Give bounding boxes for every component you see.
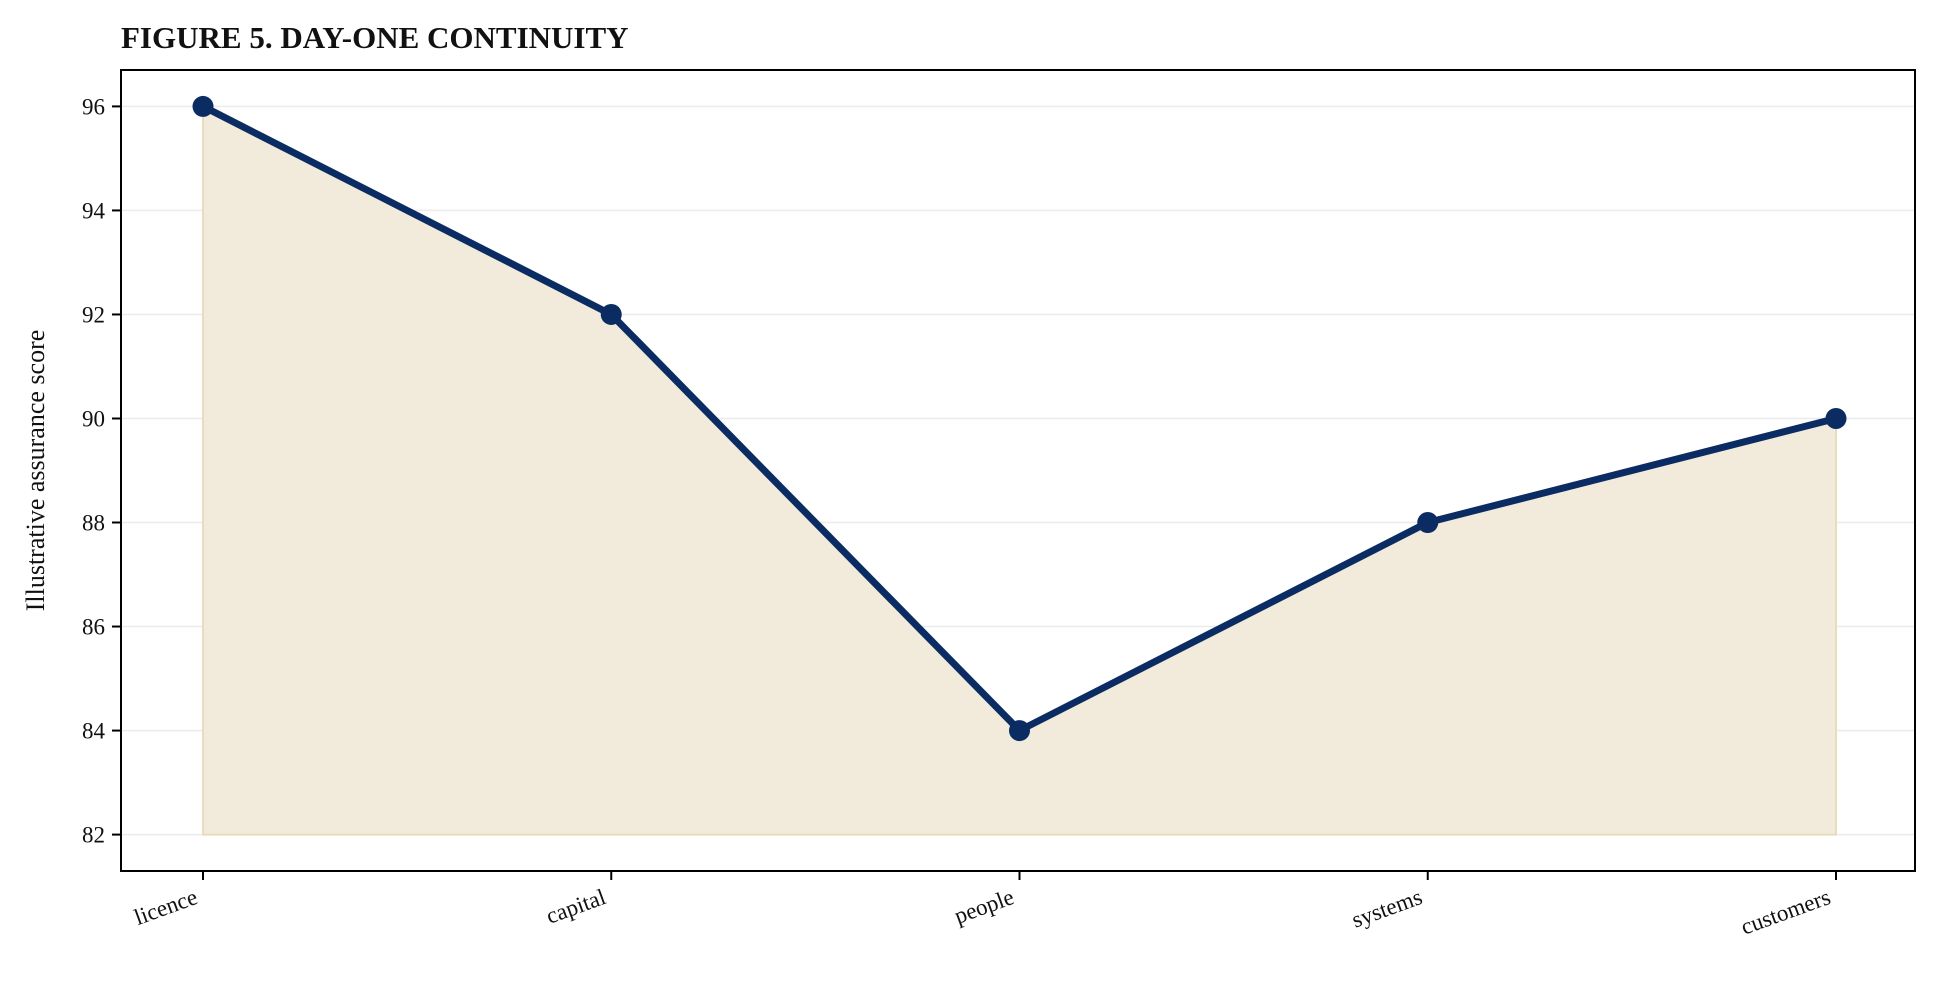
y-tick-label: 82 [82,823,105,848]
x-tick-label-people: people [951,884,1017,928]
data-point-customers [1825,407,1847,429]
data-point-systems [1417,512,1439,534]
y-tick-label: 96 [82,94,105,119]
x-axis: licence capital people systems customers [131,871,1837,940]
y-tick-label: 94 [82,198,106,223]
data-point-people [1009,720,1030,742]
x-tick-label-licence: licence [131,884,201,930]
data-points-group [192,95,1847,742]
x-tick-label-systems: systems [1348,884,1425,932]
y-tick-label: 84 [82,719,106,744]
y-axis-label: Illustrative assurance score [21,330,50,612]
y-tick-label: 86 [82,615,105,640]
chart-title: FIGURE 5. DAY-ONE CONTINUITY [121,20,629,55]
y-axis: 82 84 86 88 90 92 94 96 [82,94,121,848]
x-tick-label-capital: capital [543,884,609,928]
data-point-licence [192,95,214,117]
y-tick-label: 90 [82,406,105,431]
data-point-capital [600,303,622,325]
y-tick-label: 88 [82,511,105,536]
x-tick-label-customers: customers [1738,884,1834,939]
plot-frame [120,69,1916,872]
y-tick-label: 92 [82,302,105,327]
